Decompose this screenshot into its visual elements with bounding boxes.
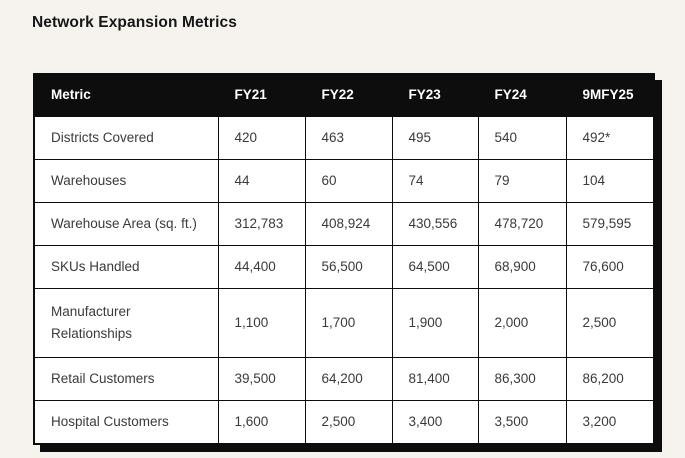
value-cell: 64,500 bbox=[391, 245, 479, 289]
table-row-warehouse-area: Warehouse Area (sq. ft.) 312,783 408,924… bbox=[33, 202, 655, 246]
value-cell: 579,595 bbox=[565, 202, 655, 246]
value-cell: 1,700 bbox=[304, 288, 393, 358]
value-cell: 2,500 bbox=[565, 288, 655, 358]
value-cell: 3,500 bbox=[477, 400, 567, 445]
value-cell: 2,500 bbox=[304, 400, 393, 445]
value-cell: 44,400 bbox=[217, 245, 306, 289]
value-cell: 44 bbox=[217, 159, 306, 203]
table-row-skus-handled: SKUs Handled 44,400 56,500 64,500 68,900… bbox=[33, 245, 655, 289]
value-cell: 56,500 bbox=[304, 245, 393, 289]
network-expansion-metrics-table: Metric FY21 FY22 FY23 FY24 9MFY25 Distri… bbox=[33, 73, 655, 445]
value-cell: 86,200 bbox=[565, 357, 655, 401]
value-cell: 1,900 bbox=[391, 288, 479, 358]
header-cell-9mfy25: 9MFY25 bbox=[565, 73, 655, 117]
value-cell: 540 bbox=[477, 116, 567, 160]
table-row-manufacturer-relationships: Manufacturer Relationships 1,100 1,700 1… bbox=[33, 288, 655, 358]
value-cell: 3,200 bbox=[565, 400, 655, 445]
metric-cell: Hospital Customers bbox=[33, 400, 219, 445]
value-cell: 79 bbox=[477, 159, 567, 203]
table-row-retail-customers: Retail Customers 39,500 64,200 81,400 86… bbox=[33, 357, 655, 401]
value-cell: 3,400 bbox=[391, 400, 479, 445]
value-cell: 104 bbox=[565, 159, 655, 203]
metric-cell: Manufacturer Relationships bbox=[33, 288, 219, 358]
value-cell: 39,500 bbox=[217, 357, 306, 401]
header-cell-fy23: FY23 bbox=[391, 73, 479, 117]
header-cell-metric: Metric bbox=[33, 73, 219, 117]
value-cell: 60 bbox=[304, 159, 393, 203]
value-cell: 478,720 bbox=[477, 202, 567, 246]
header-cell-fy21: FY21 bbox=[217, 73, 306, 117]
metric-cell: Retail Customers bbox=[33, 357, 219, 401]
metric-cell: Warehouse Area (sq. ft.) bbox=[33, 202, 219, 246]
table-row-warehouses: Warehouses 44 60 74 79 104 bbox=[33, 159, 655, 203]
metric-cell: SKUs Handled bbox=[33, 245, 219, 289]
metric-cell: Warehouses bbox=[33, 159, 219, 203]
value-cell: 1,100 bbox=[217, 288, 306, 358]
value-cell: 1,600 bbox=[217, 400, 306, 445]
page-title: Network Expansion Metrics bbox=[32, 14, 237, 31]
value-cell: 463 bbox=[304, 116, 393, 160]
header-cell-fy24: FY24 bbox=[477, 73, 567, 117]
value-cell: 2,000 bbox=[477, 288, 567, 358]
value-cell: 74 bbox=[391, 159, 479, 203]
value-cell: 492* bbox=[565, 116, 655, 160]
value-cell: 81,400 bbox=[391, 357, 479, 401]
value-cell: 430,556 bbox=[391, 202, 479, 246]
table-row-districts-covered: Districts Covered 420 463 495 540 492* bbox=[33, 116, 655, 160]
value-cell: 420 bbox=[217, 116, 306, 160]
value-cell: 408,924 bbox=[304, 202, 393, 246]
value-cell: 64,200 bbox=[304, 357, 393, 401]
header-cell-fy22: FY22 bbox=[304, 73, 393, 117]
table-row-hospital-customers: Hospital Customers 1,600 2,500 3,400 3,5… bbox=[33, 400, 655, 445]
metric-cell: Districts Covered bbox=[33, 116, 219, 160]
value-cell: 68,900 bbox=[477, 245, 567, 289]
value-cell: 86,300 bbox=[477, 357, 567, 401]
value-cell: 312,783 bbox=[217, 202, 306, 246]
value-cell: 495 bbox=[391, 116, 479, 160]
value-cell: 76,600 bbox=[565, 245, 655, 289]
table-header-row: Metric FY21 FY22 FY23 FY24 9MFY25 bbox=[33, 73, 655, 117]
